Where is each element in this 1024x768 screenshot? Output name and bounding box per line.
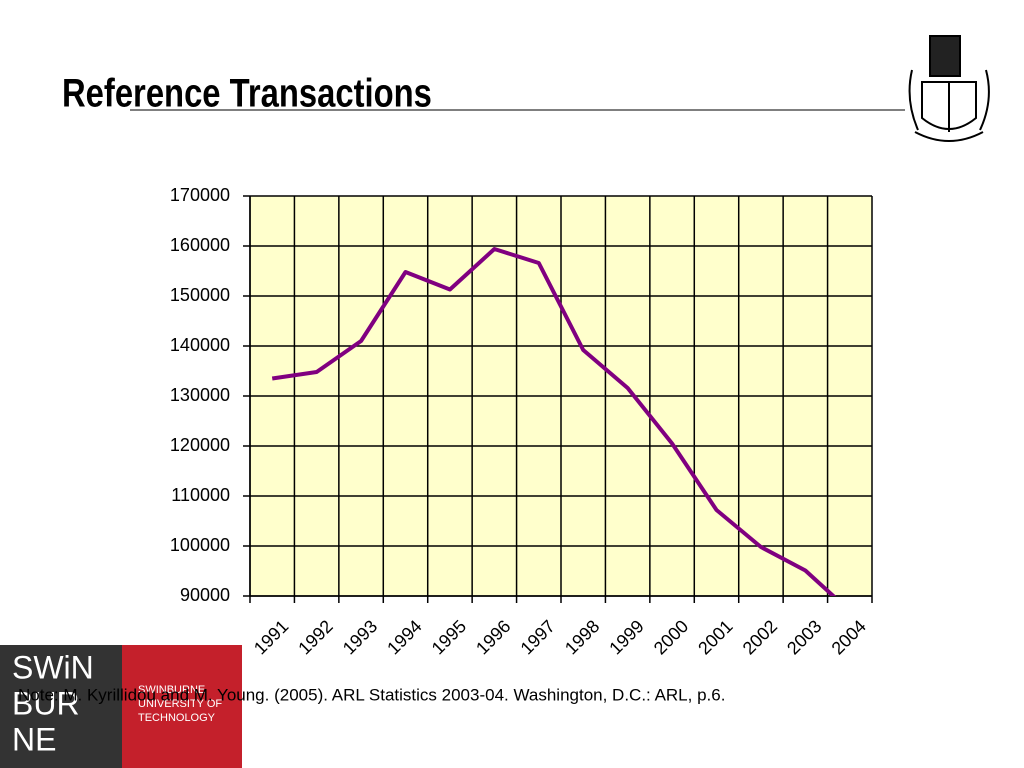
logo-mark-text: BUR xyxy=(12,685,80,721)
logo-name-bg xyxy=(122,645,242,768)
x-tick-label: 1997 xyxy=(517,616,559,658)
x-tick-label: 2002 xyxy=(739,616,781,658)
y-tick-label: 170000 xyxy=(170,185,230,205)
slide-title: Reference Transactions xyxy=(62,70,432,115)
y-tick-label: 140000 xyxy=(170,335,230,355)
y-tick-label: 150000 xyxy=(170,285,230,305)
x-tick-label: 2000 xyxy=(650,616,692,658)
y-tick-label: 130000 xyxy=(170,385,230,405)
logo-name-text: UNIVERSITY OF xyxy=(138,698,222,710)
source-note: Note: M. Kyrillidou and M. Young. (2005)… xyxy=(18,685,725,704)
y-tick-label: 120000 xyxy=(170,435,230,455)
crest xyxy=(908,35,990,142)
plot: 90000 100000 110000 120000 130000 140000 15000… xyxy=(170,185,873,659)
x-tick-label: 2004 xyxy=(828,616,870,658)
logo-mark-bg xyxy=(0,645,122,768)
y-tick-label: 160000 xyxy=(170,235,230,255)
y-tick-label: 90000 xyxy=(180,585,230,605)
x-tick-label: 1995 xyxy=(428,616,470,658)
x-tick-label: 2001 xyxy=(694,616,736,658)
x-tick-label: 1996 xyxy=(472,616,514,658)
x-tick-label: 1998 xyxy=(561,616,603,658)
x-tick-label: 1992 xyxy=(294,616,336,658)
logo-name-text: TECHNOLOGY xyxy=(138,712,216,724)
x-tick-label: 2003 xyxy=(783,616,825,658)
logo-mark-text: SWiN xyxy=(12,649,94,685)
x-tick-label: 1991 xyxy=(250,616,292,658)
y-tick-label: 110000 xyxy=(171,485,230,505)
logo-mark-text: NE xyxy=(12,721,56,757)
data-line xyxy=(271,247,837,596)
logo-name-text: SWINBURNE xyxy=(138,684,205,696)
x-tick-label: 1994 xyxy=(383,616,425,658)
y-tick-label: 100000 xyxy=(170,535,230,555)
x-tick-label: 1999 xyxy=(605,616,647,658)
x-tick-label: 1993 xyxy=(339,616,381,658)
